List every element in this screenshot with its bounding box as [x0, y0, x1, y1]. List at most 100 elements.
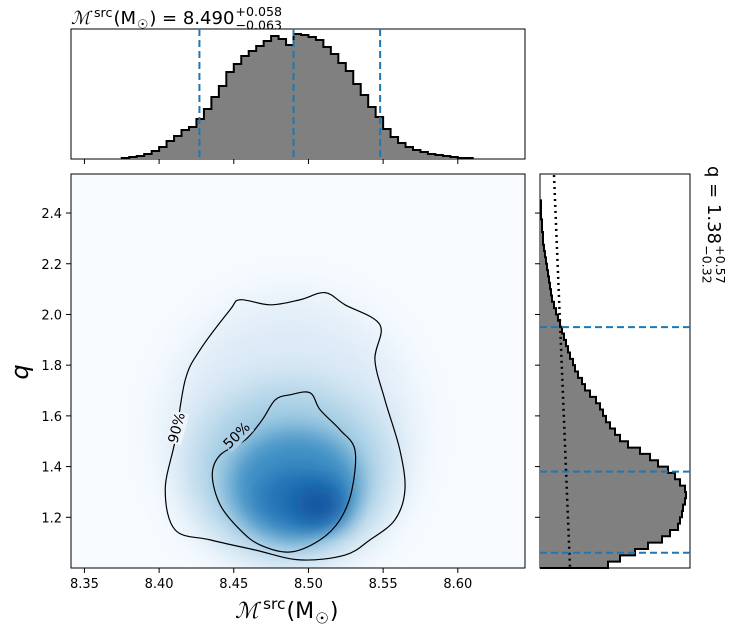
hist-bar	[540, 510, 682, 518]
hist-bar	[540, 251, 545, 258]
hist-bar	[159, 147, 167, 159]
hist-bar	[540, 472, 675, 480]
hist-bar	[218, 86, 227, 159]
hist-bar	[540, 371, 578, 379]
hist-bar	[540, 447, 640, 455]
contour	[211, 391, 357, 553]
hist-bar	[540, 270, 548, 277]
hist-bar	[540, 327, 562, 334]
x-tick-label: 8.35	[70, 577, 99, 592]
hist-bar	[540, 282, 550, 290]
hist-bar	[405, 147, 414, 159]
hist-bar	[540, 523, 678, 531]
hist-bar	[540, 339, 566, 347]
hist-bar	[286, 45, 294, 159]
hist-bar	[540, 555, 620, 562]
hist-bar	[390, 137, 399, 159]
hist-bar	[293, 34, 302, 159]
hist-bar	[540, 333, 564, 341]
hist-bar	[540, 498, 685, 505]
panel-frame	[70, 173, 526, 569]
hist-bar	[427, 154, 436, 159]
hist-bar	[345, 71, 354, 159]
y-axis-label: q	[6, 364, 34, 379]
hist-bar	[540, 289, 551, 296]
hist-bar	[166, 141, 175, 159]
hist-bar	[540, 434, 620, 442]
hist-bar	[540, 561, 608, 569]
hist-bar	[540, 517, 680, 524]
hist-bar	[540, 365, 575, 372]
label-part: q = 1.38	[703, 166, 724, 244]
hist-bar	[248, 51, 257, 159]
y-tick-label: 2.2	[41, 258, 62, 273]
label-part: (M	[113, 8, 136, 29]
hist-bar	[540, 314, 558, 322]
hist-bar	[136, 156, 145, 159]
hist-bar	[540, 403, 600, 410]
hist-bar	[435, 155, 444, 159]
hist-bar	[368, 107, 376, 159]
hist-bar	[278, 39, 287, 159]
hist-bar	[181, 130, 190, 159]
label-part: )	[330, 599, 339, 624]
density-blob	[294, 488, 342, 522]
label-part: +0.57	[713, 245, 728, 284]
y-tick-label: 1.6	[41, 410, 62, 425]
hist-bar	[188, 127, 197, 159]
right-label: q = 1.38+0.57−0.32	[700, 166, 729, 284]
hist-bar	[540, 238, 543, 246]
hist-bar	[383, 129, 391, 159]
hist-bar	[540, 453, 650, 461]
hist-bar	[540, 542, 648, 550]
hist-bar	[398, 143, 406, 159]
hist-bar	[540, 244, 544, 252]
hist-bar	[233, 64, 242, 159]
hist-bar	[263, 41, 272, 159]
hist-bar	[308, 37, 317, 159]
hist-bar	[540, 428, 615, 436]
hist-bar	[420, 152, 429, 159]
hist-bar	[375, 117, 384, 159]
x-tick-label: 8.50	[294, 577, 323, 592]
hist-bar	[360, 95, 369, 159]
hist-bar	[540, 409, 603, 417]
x-tick-label: 8.45	[219, 577, 248, 592]
hist-bar	[540, 301, 554, 309]
hist-bar	[323, 47, 332, 159]
density	[165, 295, 415, 565]
hist-bar	[540, 295, 552, 303]
hist-bar	[540, 308, 556, 315]
hist-bar	[540, 377, 582, 385]
hist-bar	[540, 460, 658, 467]
hist-bar	[540, 276, 549, 284]
y-tick-label: 2.0	[41, 308, 62, 323]
label-part: src	[263, 595, 285, 613]
label-part: ☉	[315, 610, 329, 628]
hist-bar	[315, 40, 324, 159]
hist-bar	[540, 466, 668, 474]
hist-bar	[540, 479, 680, 486]
hist-bar	[540, 529, 670, 537]
hist-bar	[540, 263, 547, 271]
hist-bar	[540, 422, 610, 429]
hist-bar	[540, 320, 560, 328]
contour-label: 90%	[165, 411, 189, 445]
contour-label-bg	[165, 410, 190, 446]
hist-bar	[211, 97, 220, 159]
hist-bar	[353, 84, 362, 159]
hist-bar	[540, 257, 546, 265]
hist-bar	[540, 441, 628, 448]
y-tick-label: 1.2	[41, 511, 62, 526]
hist-bar	[540, 491, 686, 499]
hist-bar	[256, 46, 264, 159]
hist-bar	[540, 384, 585, 391]
hist-bar	[330, 54, 339, 159]
y-tick-label: 2.4	[41, 207, 62, 222]
label-part: −0.063	[235, 17, 282, 32]
hist-bar	[203, 109, 212, 159]
hist-bar	[412, 150, 421, 159]
y-tick-label: 1.8	[41, 359, 62, 374]
label-part: ☉	[137, 17, 148, 32]
